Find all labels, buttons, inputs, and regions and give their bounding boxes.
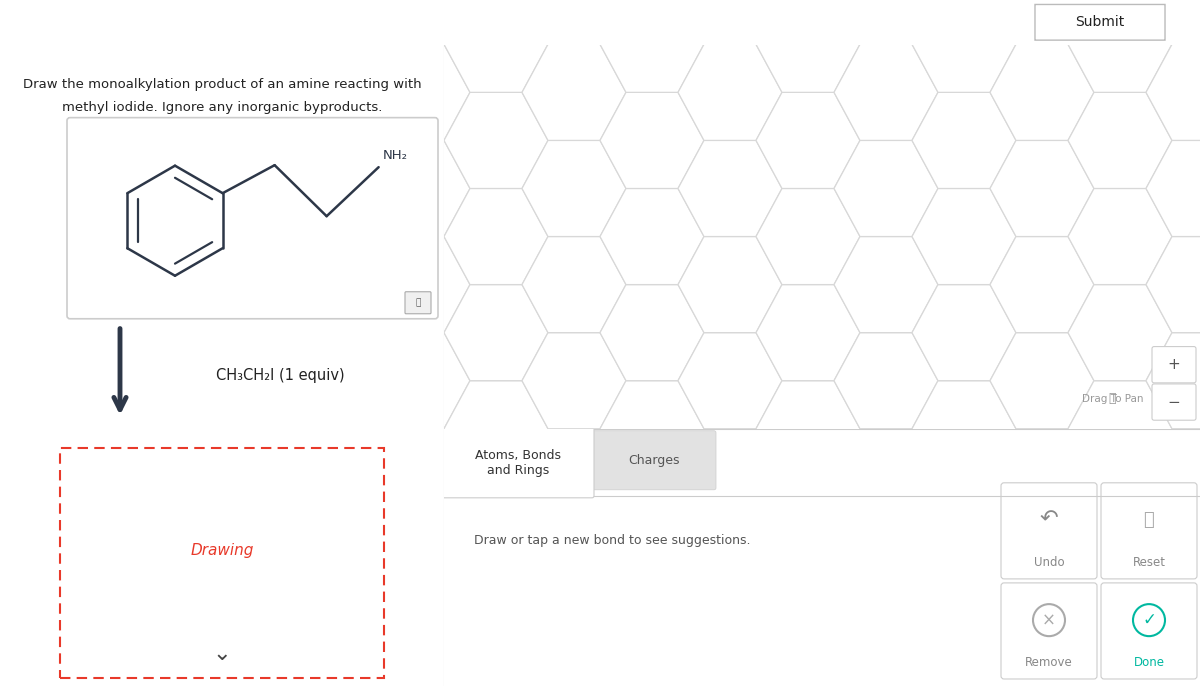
Polygon shape [366, 141, 470, 237]
Text: NH₂: NH₂ [383, 149, 408, 162]
Polygon shape [1068, 285, 1172, 381]
FancyBboxPatch shape [67, 117, 438, 319]
Polygon shape [366, 45, 470, 141]
Text: 🔍: 🔍 [415, 298, 421, 307]
Polygon shape [600, 285, 704, 381]
Polygon shape [444, 93, 548, 189]
Text: Draw or tap a new bond to see suggestions.: Draw or tap a new bond to see suggestion… [474, 534, 750, 547]
Text: Undo: Undo [1033, 556, 1064, 569]
Polygon shape [522, 0, 626, 45]
FancyBboxPatch shape [1001, 483, 1097, 579]
Polygon shape [678, 141, 782, 237]
Text: Remove: Remove [1025, 656, 1073, 669]
Text: Done: Done [1134, 656, 1164, 669]
Polygon shape [1146, 237, 1200, 333]
Text: Submit: Submit [1075, 15, 1124, 29]
Text: Reset: Reset [1133, 556, 1165, 569]
Polygon shape [756, 285, 860, 381]
Text: Draw the monoalkylation product of an amine reacting with: Draw the monoalkylation product of an am… [23, 78, 421, 91]
Polygon shape [522, 333, 626, 429]
Polygon shape [678, 0, 782, 45]
FancyBboxPatch shape [406, 292, 431, 314]
Polygon shape [444, 0, 548, 93]
Polygon shape [1146, 429, 1200, 525]
FancyBboxPatch shape [1034, 4, 1165, 40]
Polygon shape [990, 429, 1094, 525]
Polygon shape [834, 141, 938, 237]
Text: ↶: ↶ [1039, 510, 1058, 530]
Text: methyl iodide. Ignore any inorganic byproducts.: methyl iodide. Ignore any inorganic bypr… [62, 101, 382, 114]
Polygon shape [444, 381, 548, 477]
Polygon shape [522, 429, 626, 525]
Text: Drawing: Drawing [191, 543, 253, 558]
Polygon shape [678, 333, 782, 429]
Polygon shape [756, 189, 860, 285]
Text: −: − [1168, 394, 1181, 410]
Text: Charges: Charges [629, 454, 679, 467]
Polygon shape [444, 285, 548, 381]
Polygon shape [366, 237, 470, 333]
Polygon shape [912, 93, 1016, 189]
Polygon shape [756, 0, 860, 93]
Text: +: + [1168, 357, 1181, 372]
Polygon shape [834, 333, 938, 429]
FancyBboxPatch shape [1152, 346, 1196, 383]
Polygon shape [444, 189, 548, 285]
Polygon shape [1146, 333, 1200, 429]
FancyBboxPatch shape [442, 427, 594, 498]
Polygon shape [1068, 189, 1172, 285]
Polygon shape [990, 45, 1094, 141]
Polygon shape [834, 429, 938, 525]
Polygon shape [366, 333, 470, 429]
Polygon shape [756, 381, 860, 477]
Polygon shape [366, 429, 470, 525]
FancyBboxPatch shape [1001, 583, 1097, 679]
Polygon shape [834, 237, 938, 333]
Polygon shape [600, 381, 704, 477]
FancyBboxPatch shape [1102, 483, 1198, 579]
Polygon shape [600, 0, 704, 93]
FancyBboxPatch shape [1152, 384, 1196, 421]
Polygon shape [990, 333, 1094, 429]
Text: Drag To Pan: Drag To Pan [1082, 394, 1144, 404]
Text: Atoms, Bonds
and Rings: Atoms, Bonds and Rings [475, 449, 562, 477]
Text: 🗑: 🗑 [1144, 511, 1154, 529]
Polygon shape [1146, 141, 1200, 237]
Text: 🖐: 🖐 [1109, 392, 1116, 405]
Polygon shape [1068, 93, 1172, 189]
Polygon shape [366, 0, 470, 45]
Polygon shape [600, 93, 704, 189]
Polygon shape [678, 237, 782, 333]
Polygon shape [990, 0, 1094, 45]
Polygon shape [834, 0, 938, 45]
Polygon shape [990, 141, 1094, 237]
Polygon shape [1146, 45, 1200, 141]
Text: ×: × [1042, 611, 1056, 629]
Polygon shape [912, 189, 1016, 285]
FancyBboxPatch shape [1102, 583, 1198, 679]
Polygon shape [912, 285, 1016, 381]
Polygon shape [990, 237, 1094, 333]
Polygon shape [522, 141, 626, 237]
Text: CH₃CH₂I (1 equiv): CH₃CH₂I (1 equiv) [216, 368, 344, 383]
FancyBboxPatch shape [592, 431, 716, 490]
Polygon shape [678, 45, 782, 141]
Text: ←: ← [18, 10, 37, 34]
Polygon shape [522, 45, 626, 141]
Polygon shape [1146, 0, 1200, 45]
Polygon shape [912, 381, 1016, 477]
Polygon shape [834, 45, 938, 141]
Polygon shape [522, 237, 626, 333]
Polygon shape [912, 0, 1016, 93]
Polygon shape [678, 429, 782, 525]
Text: Problem 23 of 40: Problem 23 of 40 [516, 13, 684, 32]
Text: ✓: ✓ [1142, 611, 1156, 629]
Polygon shape [1068, 381, 1172, 477]
Polygon shape [756, 93, 860, 189]
Polygon shape [1068, 0, 1172, 93]
Text: ⌄: ⌄ [212, 644, 232, 664]
Polygon shape [600, 189, 704, 285]
